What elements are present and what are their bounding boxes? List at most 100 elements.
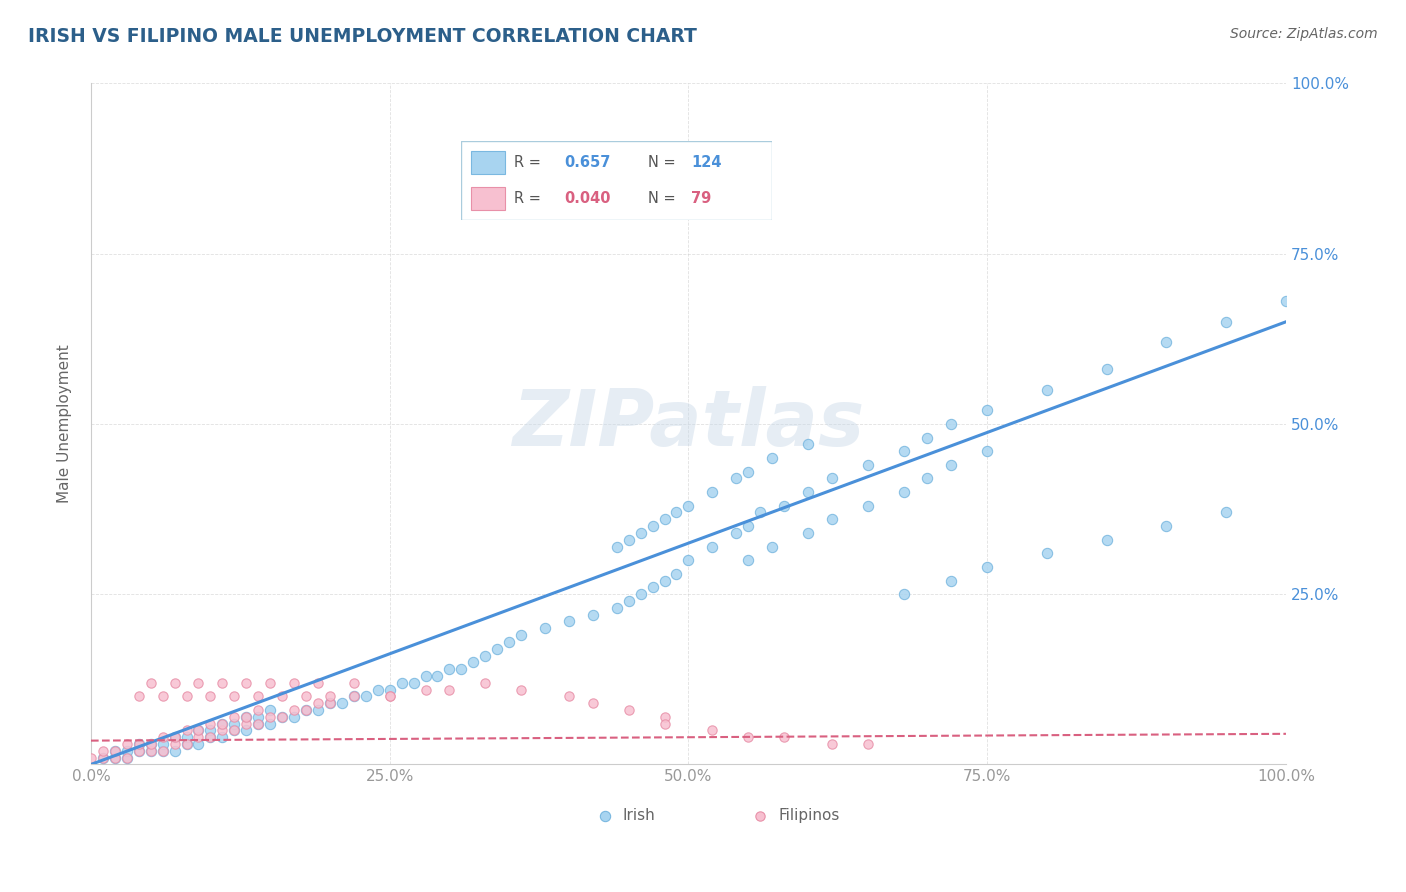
Point [797, 437, 820, 451]
Point [1156, 519, 1178, 533]
Point [247, 710, 270, 724]
Point [259, 716, 281, 731]
Point [271, 710, 294, 724]
Point [343, 690, 366, 704]
Point [941, 574, 963, 588]
Point [235, 716, 257, 731]
Point [200, 730, 222, 744]
Point [821, 737, 844, 751]
Point [761, 450, 783, 465]
Point [415, 682, 437, 697]
Point [115, 744, 138, 758]
Point [976, 403, 998, 417]
Point [295, 690, 318, 704]
Point [187, 730, 209, 744]
Point [354, 690, 377, 704]
Point [211, 716, 233, 731]
Point [702, 485, 724, 500]
Point [737, 519, 759, 533]
Point [115, 750, 138, 764]
Point [439, 682, 461, 697]
Point [128, 737, 150, 751]
Point [187, 723, 209, 738]
Point [534, 621, 557, 635]
Point [641, 519, 664, 533]
Point [558, 690, 581, 704]
Point [235, 675, 257, 690]
Point [402, 675, 425, 690]
Point [259, 703, 281, 717]
Point [343, 675, 366, 690]
Point [797, 485, 820, 500]
Point [163, 675, 186, 690]
Point [439, 662, 461, 676]
Point [271, 710, 294, 724]
Point [211, 716, 233, 731]
Point [104, 750, 127, 764]
Point [617, 594, 640, 608]
Point [104, 750, 127, 764]
Point [176, 690, 198, 704]
Point [307, 696, 329, 710]
Point [283, 703, 305, 717]
Point [163, 730, 186, 744]
Point [737, 730, 759, 744]
Point [343, 690, 366, 704]
Point [641, 581, 664, 595]
Point [665, 506, 688, 520]
Point [749, 506, 772, 520]
Point [247, 716, 270, 731]
Point [128, 744, 150, 758]
Point [295, 703, 318, 717]
Point [737, 553, 759, 567]
Point [187, 723, 209, 738]
Point [259, 710, 281, 724]
Point [200, 723, 222, 738]
Point [91, 750, 114, 764]
Point [139, 675, 162, 690]
Point [893, 444, 915, 458]
Point [856, 499, 879, 513]
Point [247, 690, 270, 704]
Point [702, 540, 724, 554]
Point [463, 656, 485, 670]
Point [761, 540, 783, 554]
Point [152, 730, 174, 744]
Point [152, 737, 174, 751]
Text: Irish: Irish [623, 808, 655, 823]
Point [391, 675, 413, 690]
Point [856, 737, 879, 751]
Point [378, 690, 401, 704]
Point [128, 690, 150, 704]
Point [1275, 294, 1298, 309]
Point [200, 690, 222, 704]
Point [187, 737, 209, 751]
Point [367, 682, 389, 697]
Point [283, 675, 305, 690]
Point [115, 737, 138, 751]
Point [139, 737, 162, 751]
Point [271, 690, 294, 704]
Point [450, 662, 472, 676]
Point [510, 628, 533, 642]
Point [91, 750, 114, 764]
Point [856, 458, 879, 472]
Text: Filipinos: Filipinos [778, 808, 839, 823]
Point [378, 682, 401, 697]
Point [654, 716, 676, 731]
Point [426, 669, 449, 683]
Point [224, 723, 246, 738]
Point [665, 566, 688, 581]
Point [139, 737, 162, 751]
Point [211, 723, 233, 738]
Point [91, 744, 114, 758]
Point [630, 587, 652, 601]
Point [330, 696, 353, 710]
Point [797, 525, 820, 540]
Text: Source: ZipAtlas.com: Source: ZipAtlas.com [1230, 27, 1378, 41]
Point [678, 553, 700, 567]
Point [617, 703, 640, 717]
Point [630, 525, 652, 540]
Point [1036, 383, 1059, 397]
Point [176, 730, 198, 744]
